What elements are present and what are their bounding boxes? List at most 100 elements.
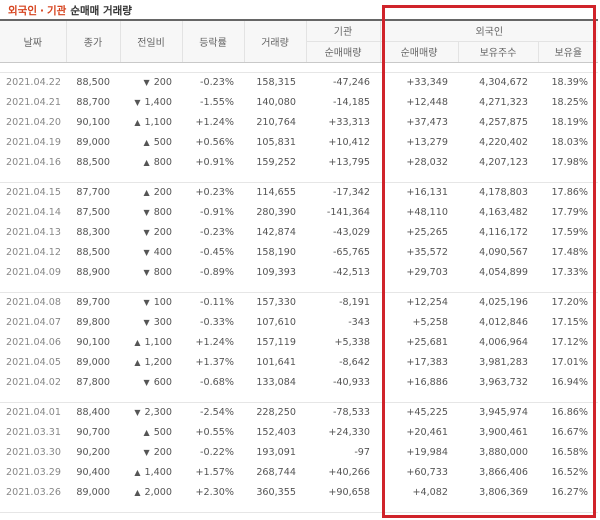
- cell-close: 88,500: [76, 76, 110, 88]
- cell-rate: +1.57%: [195, 466, 234, 478]
- triangle-down-icon: ▼: [143, 377, 150, 387]
- cell-close: 89,800: [76, 316, 110, 328]
- cell-date: 2021.04.09: [6, 266, 61, 278]
- triangle-up-icon: ▲: [143, 427, 150, 437]
- title-separator: ·: [39, 5, 44, 17]
- cell-close: 88,300: [76, 226, 110, 238]
- table-row: 2021.04.06 90,100 ▲ 1,100 +1.24% 157,119 +5,33…: [0, 332, 598, 352]
- cell-institution-net: -97: [354, 446, 370, 458]
- cell-foreign-shares: 3,806,369: [479, 486, 528, 498]
- table-row: 2021.03.31 90,700 ▲ 500 +0.55% 152,403 +24,330…: [0, 422, 598, 442]
- group-divider: [0, 392, 599, 403]
- cell-institution-net: +40,266: [328, 466, 370, 478]
- cell-foreign-ratio: 17.01%: [551, 356, 589, 368]
- cell-close: 87,700: [76, 186, 110, 198]
- cell-volume: 109,393: [256, 266, 296, 278]
- cell-foreign-ratio: 18.03%: [551, 136, 589, 148]
- cell-institution-net: +90,658: [328, 486, 370, 498]
- table-row: 2021.04.22 88,500 ▼ 200 -0.23% 158,315 -47,246…: [0, 72, 598, 92]
- cell-foreign-net: +37,473: [406, 116, 448, 128]
- cell-foreign-net: +12,254: [406, 296, 448, 308]
- table-row: 2021.04.21 88,700 ▼ 1,400 -1.55% 140,080 -14,1…: [0, 92, 598, 112]
- cell-change: ▼ 800: [120, 262, 182, 282]
- cell-close: 88,700: [76, 96, 110, 108]
- header-foreign-shares: 보유주수: [457, 41, 538, 63]
- cell-close: 90,400: [76, 466, 110, 478]
- cell-foreign-shares: 4,178,803: [479, 186, 528, 198]
- cell-foreign-shares: 4,006,964: [479, 336, 528, 348]
- cell-volume: 133,084: [256, 376, 296, 388]
- cell-rate: -0.68%: [200, 376, 234, 388]
- cell-foreign-net: +35,572: [406, 246, 448, 258]
- cell-change: ▲ 1,100: [120, 332, 182, 352]
- cell-change: ▼ 800: [120, 202, 182, 222]
- cell-foreign-ratio: 18.25%: [551, 96, 589, 108]
- cell-change: ▼ 200: [120, 442, 182, 462]
- title-foreign[interactable]: 외국인: [8, 5, 37, 17]
- triangle-down-icon: ▼: [143, 267, 150, 277]
- cell-change: ▼ 600: [120, 372, 182, 392]
- cell-date: 2021.04.13: [6, 226, 61, 238]
- title-rest: 순매매 거래량: [70, 5, 132, 17]
- cell-close: 87,800: [76, 376, 110, 388]
- triangle-down-icon: ▼: [134, 407, 141, 417]
- title-institution[interactable]: 기관: [46, 5, 67, 17]
- cell-foreign-net: +17,383: [406, 356, 448, 368]
- cell-volume: 152,403: [256, 426, 296, 438]
- cell-date: 2021.04.08: [6, 296, 61, 308]
- cell-close: 89,000: [76, 356, 110, 368]
- change-value: 800: [153, 266, 172, 278]
- change-value: 100: [153, 296, 172, 308]
- cell-institution-net: +33,313: [328, 116, 370, 128]
- cell-foreign-net: +13,279: [406, 136, 448, 148]
- group-divider: [0, 172, 599, 183]
- cell-change: ▼ 400: [120, 242, 182, 262]
- cell-foreign-net: +45,225: [406, 406, 448, 418]
- cell-foreign-shares: 3,981,283: [479, 356, 528, 368]
- triangle-up-icon: ▲: [143, 137, 150, 147]
- cell-foreign-shares: 4,271,323: [479, 96, 528, 108]
- cell-institution-net: +5,338: [334, 336, 370, 348]
- cell-rate: -2.54%: [200, 406, 234, 418]
- cell-close: 89,700: [76, 296, 110, 308]
- cell-foreign-net: +16,131: [406, 186, 448, 198]
- cell-rate: -0.89%: [200, 266, 234, 278]
- triangle-down-icon: ▼: [143, 317, 150, 327]
- cell-foreign-shares: 4,116,172: [479, 226, 528, 238]
- cell-volume: 159,252: [256, 156, 296, 168]
- cell-foreign-shares: 4,220,402: [479, 136, 528, 148]
- cell-date: 2021.04.22: [6, 76, 61, 88]
- change-value: 1,400: [144, 96, 172, 108]
- change-value: 2,000: [144, 486, 172, 498]
- cell-foreign-shares: 4,012,846: [479, 316, 528, 328]
- change-value: 200: [153, 76, 172, 88]
- cell-foreign-shares: 3,900,461: [479, 426, 528, 438]
- cell-institution-net: -78,533: [332, 406, 370, 418]
- cell-institution-net: -14,185: [332, 96, 370, 108]
- cell-volume: 280,390: [256, 206, 296, 218]
- cell-institution-net: -40,933: [332, 376, 370, 388]
- triangle-down-icon: ▼: [143, 447, 150, 457]
- cell-close: 89,000: [76, 136, 110, 148]
- change-value: 800: [153, 156, 172, 168]
- cell-rate: -0.23%: [200, 76, 234, 88]
- change-value: 1,200: [144, 356, 172, 368]
- cell-institution-net: -8,642: [339, 356, 370, 368]
- table-row: 2021.03.26 89,000 ▲ 2,000 +2.30% 360,355 +90,6…: [0, 482, 598, 502]
- cell-foreign-net: +25,265: [406, 226, 448, 238]
- change-value: 400: [153, 246, 172, 258]
- cell-volume: 107,610: [256, 316, 296, 328]
- triangle-up-icon: ▲: [134, 337, 141, 347]
- cell-date: 2021.03.29: [6, 466, 61, 478]
- cell-volume: 228,250: [256, 406, 296, 418]
- cell-date: 2021.04.06: [6, 336, 61, 348]
- cell-foreign-ratio: 17.59%: [551, 226, 589, 238]
- table-row: 2021.04.12 88,500 ▼ 400 -0.45% 158,190 -65,765…: [0, 242, 598, 262]
- cell-foreign-shares: 3,963,732: [479, 376, 528, 388]
- change-value: 2,300: [144, 406, 172, 418]
- cell-volume: 140,080: [256, 96, 296, 108]
- cell-date: 2021.04.20: [6, 116, 61, 128]
- cell-institution-net: +10,412: [328, 136, 370, 148]
- cell-date: 2021.04.02: [6, 376, 61, 388]
- cell-foreign-ratio: 17.15%: [551, 316, 589, 328]
